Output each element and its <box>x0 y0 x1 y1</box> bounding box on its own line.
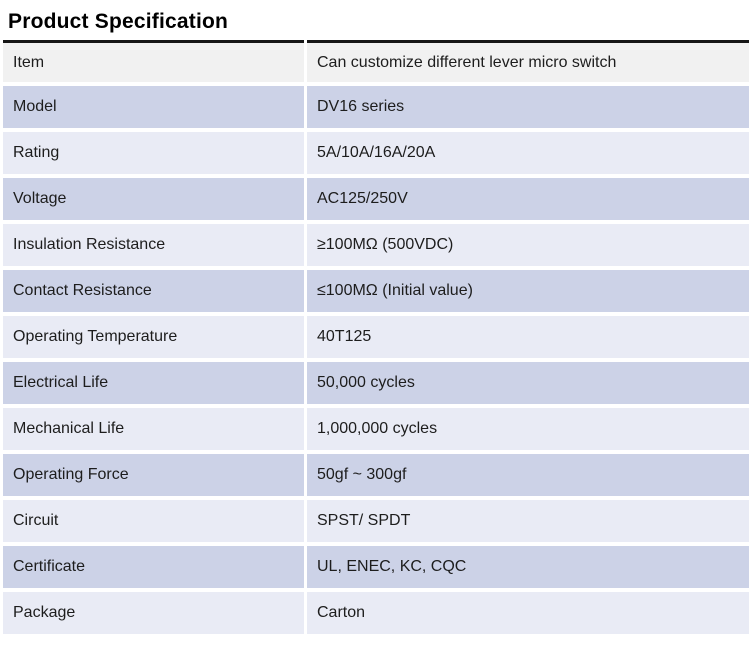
spec-label: Operating Force <box>3 454 304 496</box>
row-operating-temperature: Operating Temperature 40T125 <box>3 316 749 358</box>
product-spec-table: Item Can customize different lever micro… <box>0 36 752 638</box>
spec-label: Mechanical Life <box>3 408 304 450</box>
spec-label: Insulation Resistance <box>3 224 304 266</box>
spec-value: DV16 series <box>307 86 749 128</box>
spec-value: 40T125 <box>307 316 749 358</box>
row-package: Package Carton <box>3 592 749 634</box>
row-electrical-life: Electrical Life 50,000 cycles <box>3 362 749 404</box>
spec-value: Carton <box>307 592 749 634</box>
spec-label: Item <box>3 40 304 82</box>
spec-value: AC125/250V <box>307 178 749 220</box>
spec-value: ≥100MΩ (500VDC) <box>307 224 749 266</box>
spec-value: ≤100MΩ (Initial value) <box>307 270 749 312</box>
row-operating-force: Operating Force 50gf ~ 300gf <box>3 454 749 496</box>
row-contact-resistance: Contact Resistance ≤100MΩ (Initial value… <box>3 270 749 312</box>
spec-label: Voltage <box>3 178 304 220</box>
spec-value: 50,000 cycles <box>307 362 749 404</box>
row-model: Model DV16 series <box>3 86 749 128</box>
spec-label: Circuit <box>3 500 304 542</box>
spec-label: Electrical Life <box>3 362 304 404</box>
spec-label: Certificate <box>3 546 304 588</box>
spec-value: 5A/10A/16A/20A <box>307 132 749 174</box>
spec-value: Can customize different lever micro swit… <box>307 40 749 82</box>
row-mechanical-life: Mechanical Life 1,000,000 cycles <box>3 408 749 450</box>
row-rating: Rating 5A/10A/16A/20A <box>3 132 749 174</box>
row-circuit: Circuit SPST/ SPDT <box>3 500 749 542</box>
spec-label: Package <box>3 592 304 634</box>
spec-value: UL, ENEC, KC, CQC <box>307 546 749 588</box>
spec-label: Model <box>3 86 304 128</box>
spec-label: Operating Temperature <box>3 316 304 358</box>
spec-value: 50gf ~ 300gf <box>307 454 749 496</box>
page-title: Product Specification <box>8 10 229 33</box>
spec-value: SPST/ SPDT <box>307 500 749 542</box>
spec-label: Contact Resistance <box>3 270 304 312</box>
row-voltage: Voltage AC125/250V <box>3 178 749 220</box>
row-certificate: Certificate UL, ENEC, KC, CQC <box>3 546 749 588</box>
row-item: Item Can customize different lever micro… <box>3 40 749 82</box>
spec-value: 1,000,000 cycles <box>307 408 749 450</box>
spec-label: Rating <box>3 132 304 174</box>
row-insulation-resistance: Insulation Resistance ≥100MΩ (500VDC) <box>3 224 749 266</box>
